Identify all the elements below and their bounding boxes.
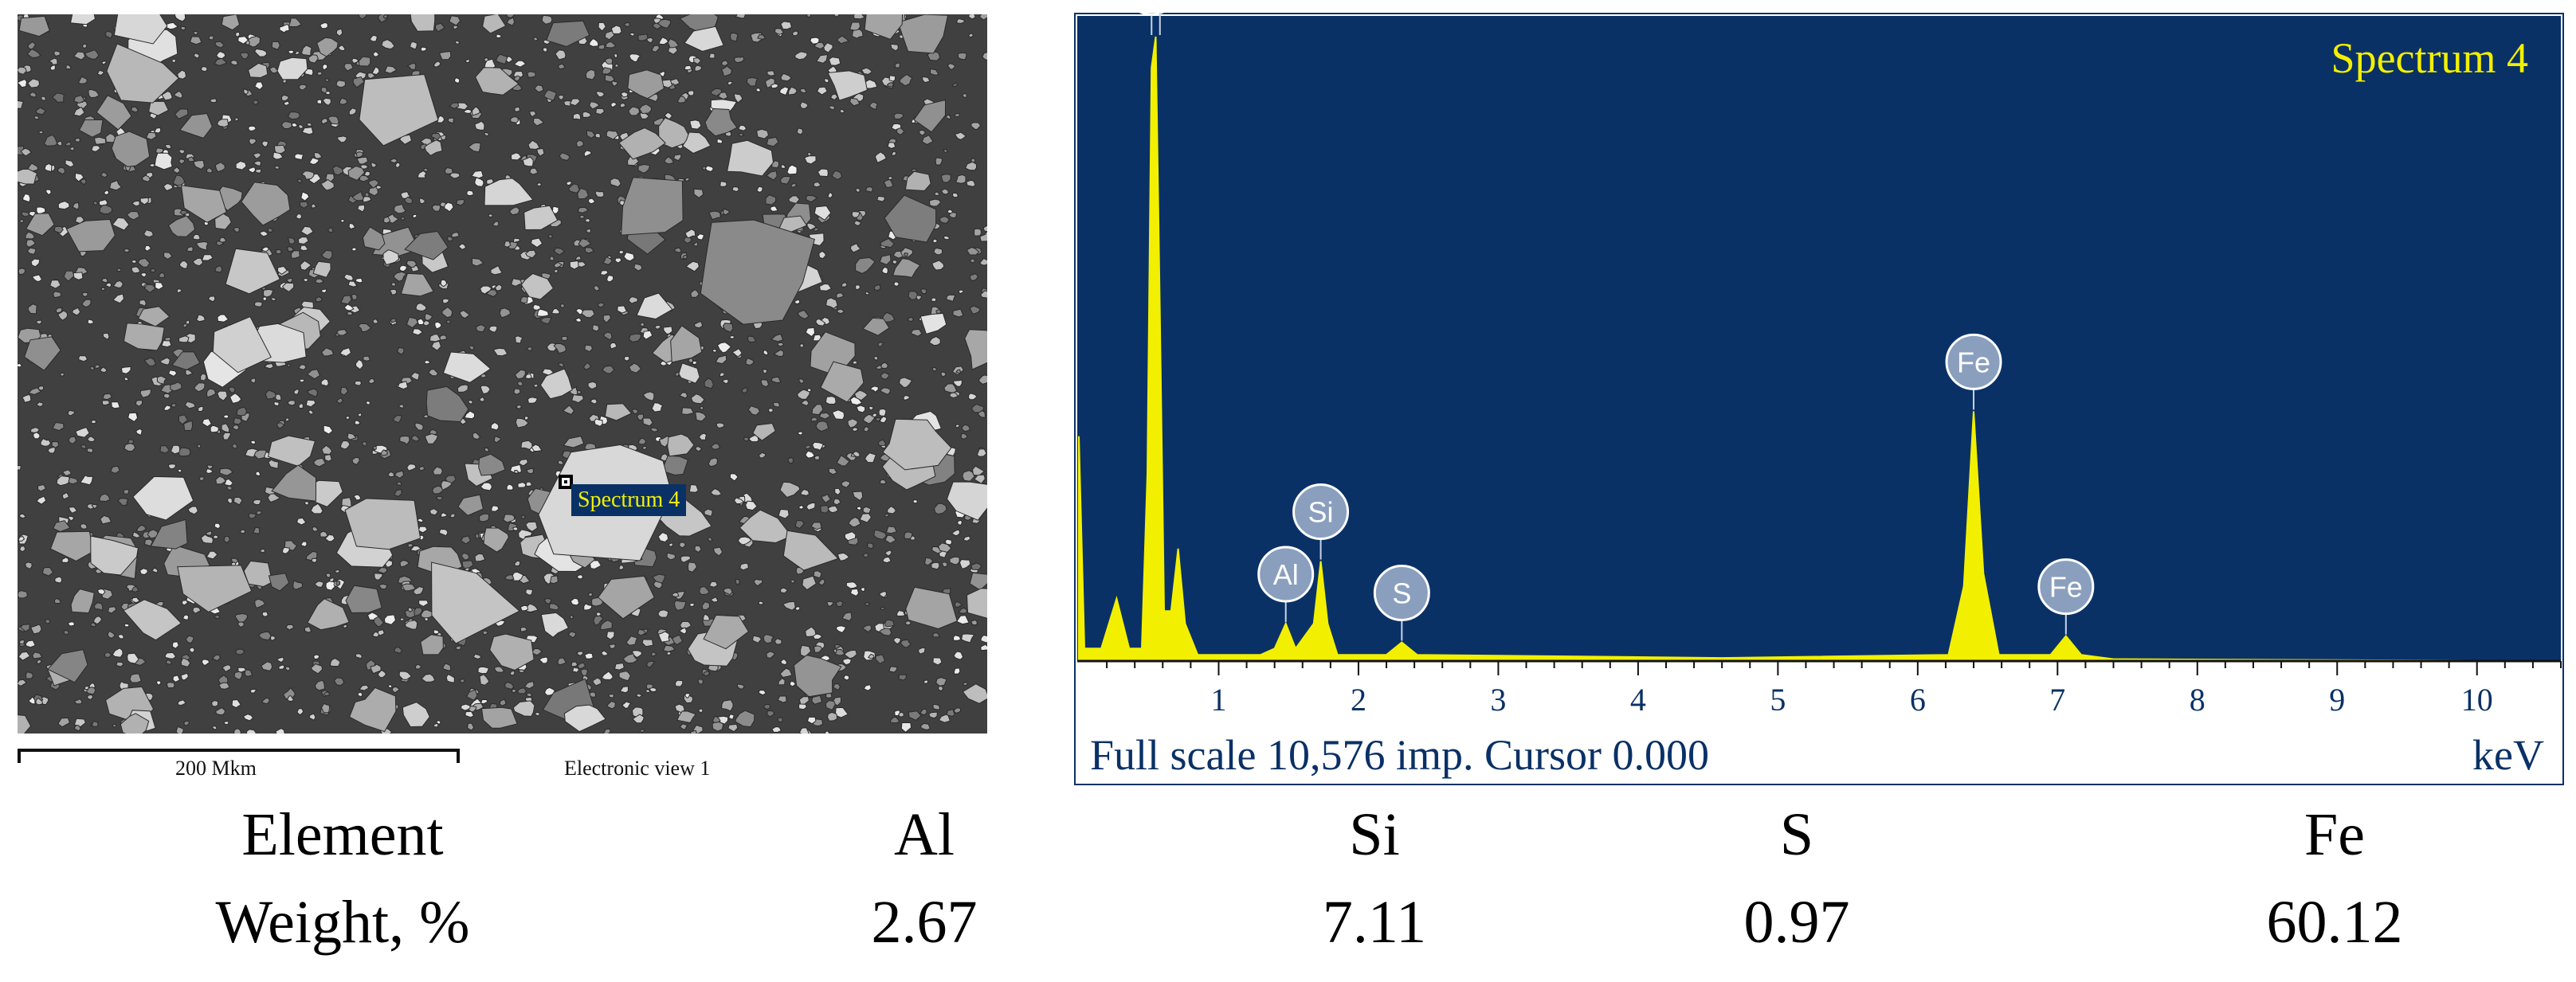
peak-label-badge xyxy=(1373,564,1430,621)
x-tick-label: 10 xyxy=(2461,682,2493,718)
x-tick-label: 3 xyxy=(1490,682,1506,718)
chart-title: Spectrum 4 xyxy=(2331,34,2528,82)
x-tick-label: 7 xyxy=(2049,682,2065,718)
spectrum-marker-label: Spectrum 4 xyxy=(571,484,687,516)
x-tick-label: 2 xyxy=(1351,682,1366,718)
peak-label-si: Si xyxy=(1308,496,1334,529)
element-cell: Si xyxy=(1349,801,1400,868)
spectrum-series xyxy=(1078,36,2562,662)
x-tick-label: 4 xyxy=(1630,682,1646,718)
element-cell: Fe xyxy=(2304,801,2365,868)
weight-cell: 60.12 xyxy=(2266,889,2403,956)
peak-label-badge xyxy=(1945,333,2002,390)
row-header-weight: Weight, % xyxy=(215,889,470,956)
x-axis-label: keV xyxy=(2472,731,2544,779)
sem-micrograph: Spectrum 4 xyxy=(18,14,987,734)
peak-label-s: S xyxy=(1392,577,1411,609)
weight-cell: 2.67 xyxy=(871,889,978,956)
spectrum-footer: Full scale 10,576 imp. Cursor 0.000 xyxy=(1090,731,1709,779)
view-label: Electronic view 1 xyxy=(564,757,711,780)
x-tick-label: 8 xyxy=(2190,682,2205,718)
weight-cell: 7.11 xyxy=(1322,889,1427,956)
scale-bar-label: 200 Mkm xyxy=(175,757,257,780)
peak-label-fe: Fe xyxy=(2049,571,2083,604)
element-cell: S xyxy=(1779,801,1814,868)
x-tick-label: 6 xyxy=(1910,682,1926,718)
spectrum-marker-icon xyxy=(559,475,573,489)
sem-particles xyxy=(18,14,987,734)
element-cell: Al xyxy=(894,801,955,868)
row-header-element: Element xyxy=(241,801,444,868)
peak-label-al: Al xyxy=(1273,558,1299,591)
peak-label-badge xyxy=(1292,483,1350,541)
peak-label-badge xyxy=(1257,546,1315,603)
x-tick-label: 9 xyxy=(2329,682,2345,718)
plot-area xyxy=(1077,16,2561,661)
peak-label-badge xyxy=(2037,558,2095,616)
x-tick-label: 5 xyxy=(1770,682,1786,718)
scale-bar xyxy=(18,749,460,763)
x-tick-label: 1 xyxy=(1210,682,1226,718)
peak-label-fe: Fe xyxy=(1957,346,1990,378)
weight-cell: 0.97 xyxy=(1743,889,1850,956)
